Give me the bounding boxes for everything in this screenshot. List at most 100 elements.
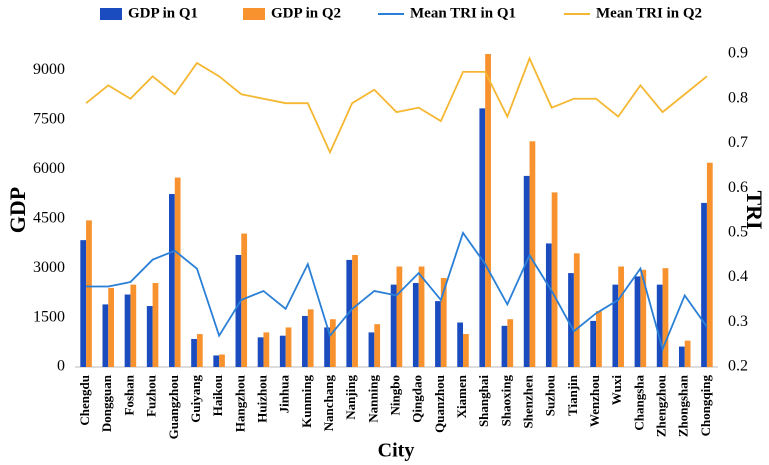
bar [684,340,691,367]
y-tick-label: 7500 [33,111,65,128]
legend-label: GDP in Q2 [271,5,341,21]
bar [80,240,87,367]
bar [152,282,159,367]
line [86,230,708,352]
legend-label: Mean TRI in Q1 [410,5,516,21]
bar [440,278,447,367]
bar [634,276,641,367]
x-tick-label: Nanjing [343,375,358,420]
bar [235,254,242,367]
bar [435,301,441,367]
y-tick-label: 0 [57,358,65,375]
x-tick-label: Suzhou [543,375,558,416]
legend-label: GDP in Q1 [128,5,198,21]
bar [596,310,602,367]
legend-label: Mean TRI in Q2 [596,5,702,21]
y-tick-label: 6000 [33,160,65,177]
bar [263,332,270,367]
y-tick-label: 3000 [33,259,65,276]
bar [568,273,574,367]
x-axis-label: City [378,440,415,462]
x-tick-label: Shenzhen [521,374,536,428]
x-tick-label: Ningbo [387,375,402,415]
y2-tick-label: 0.6 [728,179,748,196]
bar [257,337,264,367]
x-tick-label: Zhongshan [676,374,691,437]
x-tick-label: Quanzhou [432,375,447,433]
bar [86,220,92,367]
bar [457,322,464,367]
legend-swatch [243,8,265,20]
x-tick-label: Changsha [631,375,646,431]
bar [219,354,225,367]
bar [279,335,286,367]
y-tick-label: 4500 [33,209,65,226]
y2-tick-label: 0.9 [728,45,748,62]
x-tick-label: Foshan [121,374,136,415]
x-tick-label: Guiyang [188,375,203,423]
x-tick-label: Fuzhou [144,375,159,417]
bar [352,254,358,367]
bar [529,141,536,367]
bar [551,192,558,367]
x-tick-label: Qingdao [410,375,425,423]
bar [678,346,685,367]
x-tick-label: Hangzhou [232,375,247,432]
y2-tick-label: 0.3 [728,313,748,330]
bar [329,319,336,367]
bar [418,266,425,367]
bar [618,266,624,367]
y2-tick-label: 0.2 [728,358,748,375]
bar [302,315,308,367]
y2-tick-label: 0.4 [728,268,748,285]
bar [191,338,197,367]
bar [390,284,397,367]
bar [463,334,469,367]
bar [590,320,597,367]
bar [213,355,220,367]
bar [102,304,109,367]
bar [374,324,381,367]
bar [485,54,491,367]
x-tick-label: Nanning [365,375,380,423]
y-tick-label: 9000 [33,61,65,78]
bar [507,319,514,367]
bar [130,284,137,367]
x-tick-label: Haikou [210,375,225,416]
y-axis-label: GDP [5,187,30,233]
x-tick-label: Chongqing [698,375,713,437]
bar [196,334,203,367]
bar [241,233,248,367]
bar [396,266,403,367]
bar [701,202,707,367]
y2-tick-label: 0.5 [728,224,748,241]
legend-swatch [100,8,122,20]
x-tick-label: Shaoxing [498,375,513,427]
y2-tick-label: 0.8 [728,89,748,106]
bar [285,327,292,367]
x-tick-label: Chengdu [77,375,92,426]
x-tick-label: Tianjin [565,374,580,416]
bar [174,177,181,367]
x-tick-label: Wenzhou [587,375,602,427]
bar [307,309,314,367]
bar [169,194,175,367]
x-tick-label: Kunming [299,375,314,428]
bar [523,175,530,367]
bar [412,282,419,367]
x-tick-label: Huizhou [254,375,269,423]
y2-tick-label: 0.7 [728,134,748,151]
bar [479,108,486,367]
x-tick-label: Guangzhou [166,375,181,439]
bar [324,327,330,367]
x-tick-label: Dongguan [99,374,114,432]
bar [706,162,713,367]
bar [146,306,153,367]
bar [573,253,580,367]
bar [368,332,375,367]
line [85,56,708,155]
x-tick-label: Shanghai [476,375,491,427]
y2-axis-label: TRI [742,190,767,229]
x-tick-label: Zhengzhou [654,375,669,437]
